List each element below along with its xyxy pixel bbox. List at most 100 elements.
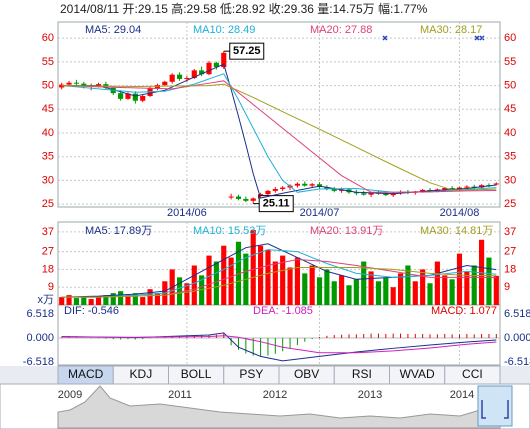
- volume-bar: [294, 257, 300, 305]
- y-tick-label: 25: [42, 198, 54, 210]
- y-tick-label: 30: [42, 174, 54, 186]
- y-tick-label: 50: [42, 79, 54, 91]
- volume-bar: [420, 269, 426, 305]
- volume-bar: [339, 275, 345, 305]
- volume-bar: [397, 273, 404, 305]
- navigator-year: 2012: [263, 389, 287, 401]
- y-tick-label-right: 40: [504, 127, 516, 139]
- candle-body: [449, 188, 455, 190]
- tab-label[interactable]: CCI: [462, 367, 483, 381]
- y-tick-label-right: 45: [504, 103, 516, 115]
- candle-body: [280, 187, 286, 189]
- volume-bar: [176, 277, 183, 305]
- candle-body: [368, 192, 374, 195]
- candle-body: [294, 183, 300, 186]
- legend-entry: MA30: 14.81万: [420, 225, 493, 237]
- candle-body: [95, 84, 102, 86]
- volume-bar: [66, 295, 72, 305]
- y-tick-label: 40: [42, 127, 54, 139]
- tab-label[interactable]: PSY: [239, 367, 263, 381]
- indicator-line: [61, 266, 497, 298]
- volume-bar: [59, 297, 65, 305]
- volume-bar: [125, 295, 131, 305]
- volume-bar: [316, 277, 323, 305]
- candle-body: [331, 188, 337, 191]
- volume-bar: [427, 283, 433, 305]
- volume-bar: [309, 265, 315, 305]
- y-tick-label: 6.518: [26, 308, 54, 320]
- candle-body: [493, 183, 499, 185]
- volume-bar: [456, 253, 463, 305]
- y-tick-label-right: 18: [504, 263, 516, 275]
- volume-bar: [346, 285, 352, 305]
- y-tick-label-right: 55: [504, 56, 516, 68]
- tab-label[interactable]: MACD: [68, 367, 104, 381]
- candle-body: [191, 70, 197, 78]
- legend-entry: MA20: 13.91万: [310, 225, 383, 237]
- volume-bar: [361, 261, 367, 305]
- navigator-area: [57, 385, 501, 429]
- y-tick-label-right: 50: [504, 79, 516, 91]
- candle-body: [221, 52, 227, 68]
- candle-body: [243, 198, 249, 201]
- candle-body: [235, 196, 242, 199]
- y-tick-label: -6.518: [23, 356, 54, 368]
- y-tick-label: 27: [42, 246, 54, 258]
- candle-body: [265, 190, 271, 195]
- legend-entry: DIF: -0.546: [64, 305, 119, 317]
- annotation-label: 57.25: [233, 45, 261, 57]
- volume-bar: [383, 277, 389, 305]
- y-tick-label: 0.000: [26, 332, 54, 344]
- legend-entry: DEA: -1.085: [253, 305, 313, 317]
- volume-bar: [434, 261, 440, 305]
- y-tick-label: 18: [42, 263, 54, 275]
- y-tick-label-right: 9: [504, 281, 510, 293]
- volume-bar: [412, 281, 418, 305]
- indicator-line: [61, 83, 497, 191]
- candle-body: [125, 93, 131, 99]
- tab-label[interactable]: WVAD: [400, 367, 435, 381]
- thumb-handles[interactable]: [481, 400, 509, 419]
- x-tick-label: 2014/07: [300, 207, 340, 219]
- volume-bar: [302, 273, 308, 305]
- tab[interactable]: [444, 365, 501, 385]
- volume-bar: [154, 293, 161, 305]
- tab-label[interactable]: KDJ: [130, 367, 153, 381]
- candle-body: [420, 189, 426, 192]
- candle-body: [184, 77, 190, 79]
- volume-bar: [206, 255, 212, 305]
- volume-bar: [81, 297, 87, 305]
- x-tick-label: 2014/08: [440, 207, 480, 219]
- annotation-box: [229, 42, 265, 60]
- candle-body: [471, 186, 477, 188]
- candle-body: [309, 184, 315, 186]
- volume-bar: [375, 281, 382, 305]
- candle-body: [132, 93, 138, 101]
- volume-bar: [250, 229, 256, 305]
- y-tick-label: 60: [42, 32, 54, 44]
- candle-body: [324, 187, 330, 189]
- tab-label[interactable]: OBV: [294, 367, 319, 381]
- candle-body: [162, 81, 168, 86]
- candle-body: [302, 183, 308, 186]
- candle-body: [199, 70, 205, 75]
- volume-bar: [471, 265, 477, 305]
- tab-label[interactable]: RSI: [352, 367, 372, 381]
- navigator-thumb[interactable]: [477, 385, 513, 427]
- y-tick-label-right: -6.518: [504, 356, 530, 368]
- candle-body: [73, 82, 79, 84]
- y-tick-label-right: 35: [504, 151, 516, 163]
- volume-bar: [449, 279, 455, 305]
- annotation-label: 25.11: [263, 198, 290, 210]
- volume-bar: [390, 287, 396, 305]
- candle-body: [383, 193, 389, 196]
- y-tick-label: 35: [42, 151, 54, 163]
- volume-bar: [464, 271, 470, 305]
- candle-body: [272, 188, 278, 191]
- y-tick-label-right: 0.000: [504, 332, 530, 344]
- candle-body: [206, 62, 212, 75]
- header: 2014/08/11 开:29.15 高:29.58 低:28.92 收:29.…: [60, 1, 428, 16]
- tab-label[interactable]: BOLL: [181, 367, 212, 381]
- volume-bar: [280, 255, 286, 305]
